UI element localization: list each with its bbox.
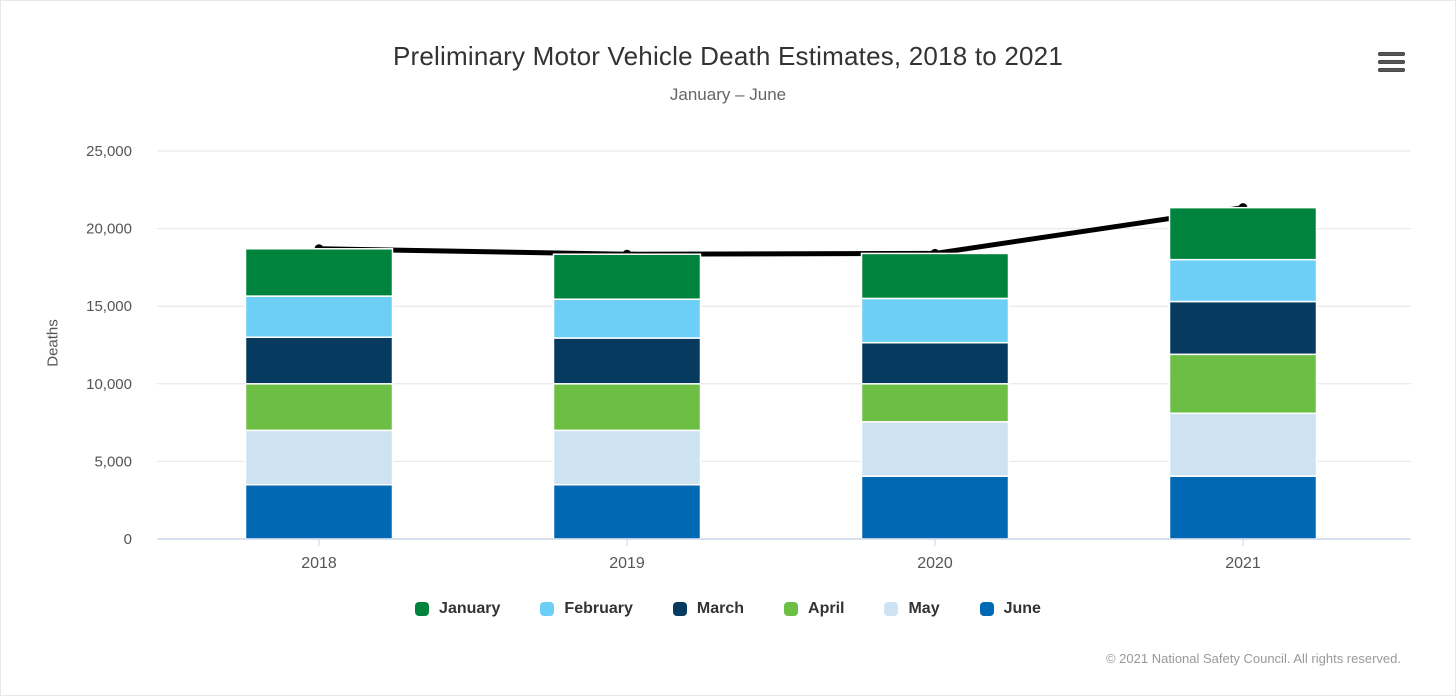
legend-label: April	[808, 600, 845, 617]
y-axis-label: 5,000	[94, 453, 132, 470]
total-line	[316, 205, 1246, 257]
x-axis-label-2018: 2018	[301, 555, 337, 572]
y-axis-label: 0	[124, 531, 132, 548]
credits: © 2021 National Safety Council. All righ…	[1105, 651, 1401, 666]
bar-2020-may[interactable]	[860, 421, 1010, 477]
legend-swatch-june	[979, 602, 994, 616]
bar-2019-june[interactable]	[552, 483, 702, 540]
bar-2021-may[interactable]	[1168, 412, 1318, 477]
bar-2019-april[interactable]	[552, 383, 702, 432]
bar-2019-january[interactable]	[552, 253, 702, 300]
chart-context-menu-button[interactable]	[1376, 52, 1406, 72]
y-axis-label: 25,000	[86, 143, 132, 160]
hamburger-icon	[1377, 52, 1405, 56]
legend-label: June	[1003, 600, 1041, 617]
bar-2020-january[interactable]	[860, 252, 1010, 300]
legend-item-march[interactable]: March	[672, 600, 745, 618]
bar-2021-march[interactable]	[1168, 300, 1318, 356]
legend-item-june[interactable]: June	[979, 600, 1041, 618]
chart-title: Preliminary Motor Vehicle Death Estimate…	[392, 41, 1063, 71]
legend-label: May	[908, 600, 940, 617]
x-axis-label-2021: 2021	[1225, 555, 1261, 572]
hamburger-icon	[1377, 60, 1405, 64]
bar-2019-may[interactable]	[552, 429, 702, 486]
bar-2020-march[interactable]	[860, 341, 1010, 385]
legend-swatch-may	[884, 602, 899, 616]
y-axis-label: 20,000	[86, 221, 132, 238]
bar-2018-january[interactable]	[244, 248, 394, 297]
bar-2019-march[interactable]	[552, 337, 702, 385]
bar-2021-april[interactable]	[1168, 353, 1318, 415]
bar-2021-january[interactable]	[1168, 206, 1318, 261]
bar-2021-june[interactable]	[1168, 475, 1318, 540]
bar-2018-february[interactable]	[244, 295, 394, 338]
y-axis-label: 10,000	[86, 376, 132, 393]
legend: January February March April May June	[1, 600, 1455, 618]
bar-2021-february[interactable]	[1168, 258, 1318, 303]
bar-2018-april[interactable]	[244, 383, 394, 432]
legend-label: March	[696, 600, 745, 617]
legend-item-may[interactable]: May	[884, 600, 940, 618]
legend-item-april[interactable]: April	[784, 600, 844, 618]
bar-2019-february[interactable]	[552, 298, 702, 339]
y-axis-label: 15,000	[86, 298, 132, 315]
x-axis-label-2020: 2020	[917, 555, 953, 572]
bar-2020-april[interactable]	[860, 383, 1010, 423]
bar-2018-june[interactable]	[244, 483, 394, 540]
chart-subtitle: January – June	[669, 85, 787, 104]
bar-2020-february[interactable]	[860, 297, 1010, 344]
hamburger-icon	[1377, 68, 1405, 72]
legend-label: January	[439, 600, 501, 617]
legend-swatch-february	[540, 602, 555, 616]
x-axis-label-2019: 2019	[609, 555, 645, 572]
legend-label: February	[564, 600, 633, 617]
bar-2018-march[interactable]	[244, 336, 394, 385]
legend-swatch-january	[415, 602, 430, 616]
bar-2018-may[interactable]	[244, 429, 394, 486]
bar-2020-june[interactable]	[860, 475, 1010, 540]
legend-swatch-march	[672, 602, 687, 616]
legend-item-january[interactable]: January	[415, 600, 500, 618]
legend-item-february[interactable]: February	[540, 600, 633, 618]
legend-swatch-april	[784, 602, 799, 616]
